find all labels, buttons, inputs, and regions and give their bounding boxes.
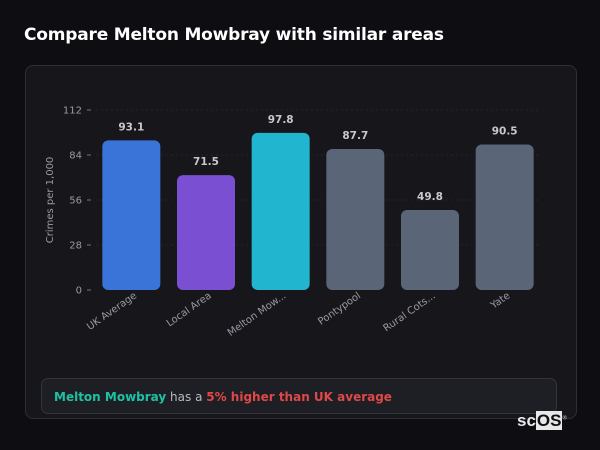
x-tick-label: Melton Mow... <box>226 290 289 338</box>
bar[interactable] <box>102 140 161 290</box>
data-label: 97.8 <box>268 114 294 126</box>
data-label: 93.1 <box>118 121 144 133</box>
y-axis-label: Crimes per 1,000 <box>45 157 56 244</box>
y-tick-label: 56 <box>69 196 82 207</box>
summary-box: Melton Mowbray has a 5% higher than UK a… <box>41 378 557 414</box>
bar[interactable] <box>177 175 235 290</box>
y-tick-label: 0 <box>76 286 82 297</box>
data-label: 87.7 <box>342 130 368 142</box>
x-tick-label: Local Area <box>165 290 214 329</box>
data-label: 90.5 <box>492 126 518 138</box>
x-tick-label: UK Average <box>85 290 139 332</box>
y-tick-label: 28 <box>69 241 82 252</box>
bar[interactable] <box>326 149 385 290</box>
data-label: 71.5 <box>193 156 219 168</box>
page-title: Compare Melton Mowbray with similar area… <box>24 25 444 45</box>
summary-area: Melton Mowbray <box>54 390 167 404</box>
data-label: 49.8 <box>417 191 443 203</box>
scos-logo: scOS® <box>517 411 567 430</box>
x-tick-label: Yate <box>488 290 512 312</box>
x-tick-label: Pontypool <box>316 290 363 327</box>
bar[interactable] <box>251 132 310 290</box>
bar[interactable] <box>475 144 534 290</box>
summary-highlight: 5% higher than UK average <box>206 390 392 404</box>
summary-text: has a <box>166 390 207 404</box>
y-tick-label: 112 <box>63 106 82 117</box>
y-tick-label: 84 <box>69 151 82 162</box>
x-tick-label: Rural Cots... <box>382 290 438 334</box>
bar[interactable] <box>401 209 459 290</box>
